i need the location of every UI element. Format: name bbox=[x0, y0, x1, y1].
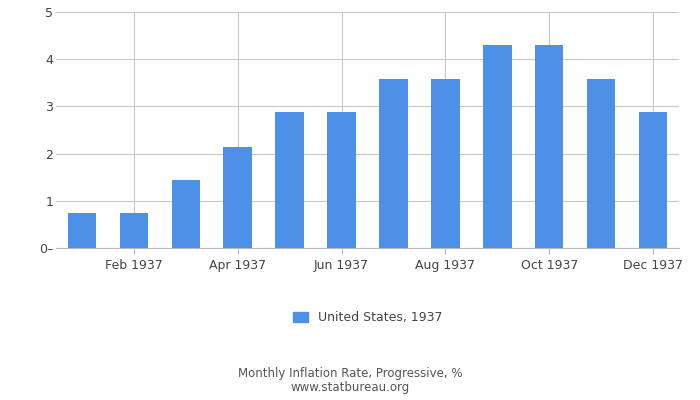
Bar bbox=[535, 45, 564, 248]
Bar bbox=[68, 213, 96, 248]
Bar bbox=[120, 213, 148, 248]
Bar bbox=[587, 79, 615, 248]
Bar bbox=[639, 112, 667, 248]
Text: Monthly Inflation Rate, Progressive, %: Monthly Inflation Rate, Progressive, % bbox=[238, 368, 462, 380]
Text: www.statbureau.org: www.statbureau.org bbox=[290, 381, 410, 394]
Bar bbox=[379, 79, 407, 248]
Bar bbox=[328, 112, 356, 248]
Bar bbox=[275, 112, 304, 248]
Bar bbox=[223, 147, 252, 248]
Bar bbox=[483, 45, 512, 248]
Bar bbox=[431, 79, 460, 248]
Bar bbox=[172, 180, 200, 248]
Legend: United States, 1937: United States, 1937 bbox=[288, 306, 447, 329]
